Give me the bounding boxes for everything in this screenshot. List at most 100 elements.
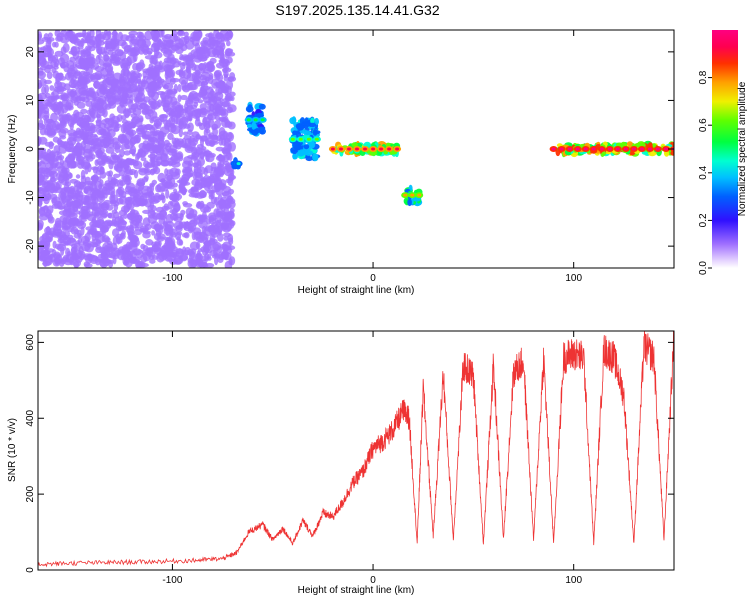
- heatmap-cell: [134, 197, 140, 203]
- heatmap-cell: [260, 118, 265, 122]
- heatmap-cell: [70, 67, 78, 75]
- heatmap-cell: [184, 145, 194, 154]
- heatmap-cell: [191, 154, 199, 160]
- heatmap-cell: [183, 31, 189, 37]
- heatmap-cell: [123, 158, 134, 165]
- heatmap-cell: [82, 83, 88, 93]
- heatmap-cell: [417, 193, 422, 197]
- heatmap-cell: [159, 91, 167, 100]
- heatmap-cell: [42, 45, 51, 53]
- heatmap-cell: [195, 174, 204, 182]
- heatmap-cell: [173, 191, 180, 200]
- heatmap-cell: [170, 69, 176, 78]
- heatmap-cell: [49, 85, 55, 91]
- heatmap-cell: [247, 104, 253, 109]
- colorbar-tick-label: 0.2: [698, 213, 709, 227]
- heatmap-cell: [51, 54, 59, 64]
- heatmap-cell: [187, 82, 193, 88]
- heatmap-cell: [213, 168, 223, 177]
- heatmap-cell: [403, 193, 408, 197]
- heatmap-cell: [118, 180, 126, 186]
- heatmap-cell: [102, 54, 110, 61]
- heatmap-cell: [89, 107, 96, 116]
- heatmap-cell: [167, 132, 174, 140]
- heatmap-cell: [119, 232, 125, 239]
- heatmap-cell: [62, 231, 66, 239]
- heatmap-cell: [57, 106, 65, 117]
- heatmap-cell: [138, 98, 147, 106]
- heatmap-cell: [222, 97, 232, 102]
- heatmap-cell: [167, 157, 174, 167]
- heatmap-cell: [220, 204, 226, 212]
- heatmap-feature: [38, 30, 237, 268]
- heatmap-cell: [177, 60, 182, 66]
- heatmap-cell: [177, 31, 184, 35]
- heatmap-cell: [159, 78, 165, 83]
- heatmap-cell: [59, 127, 69, 134]
- heatmap-cell: [124, 174, 131, 182]
- heatmap-cell: [253, 118, 258, 122]
- heatmap-cell: [47, 166, 57, 175]
- heatmap-cell: [56, 35, 63, 41]
- heatmap-cell: [45, 153, 51, 162]
- heatmap-cell: [144, 124, 153, 130]
- heatmap-cell: [186, 62, 191, 72]
- heatmap-cell: [147, 82, 157, 88]
- heatmap-cell: [313, 154, 318, 161]
- heatmap-cell: [78, 121, 88, 129]
- heatmap-cell: [49, 183, 56, 194]
- heatmap-cell: [205, 154, 210, 162]
- heatmap-cell: [204, 49, 211, 59]
- heatmap-cell: [314, 137, 319, 141]
- heatmap-cell: [91, 104, 98, 110]
- heatmap-cell: [61, 141, 70, 149]
- heatmap-cell: [70, 226, 79, 235]
- heatmap-cell: [208, 189, 214, 198]
- heatmap-cell: [194, 118, 201, 127]
- heatmap-cell: [75, 64, 86, 70]
- heatmap-cell: [218, 130, 229, 140]
- heatmap-cell: [128, 33, 136, 39]
- heatmap-cell: [575, 147, 580, 151]
- heatmap-cell: [207, 103, 211, 113]
- heatmap-cell: [200, 262, 208, 268]
- heatmap-cell: [156, 236, 165, 242]
- heatmap-cell: [102, 90, 111, 96]
- heatmap-cell: [615, 147, 620, 151]
- y-tick-label: 20: [25, 46, 36, 58]
- heatmap-cell: [180, 62, 186, 70]
- heatmap-cell: [206, 256, 212, 261]
- heatmap-cell: [43, 250, 51, 255]
- heatmap-cell: [73, 135, 82, 142]
- heatmap-cell: [38, 67, 44, 74]
- heatmap-cell: [94, 70, 103, 80]
- heatmap-cell: [173, 182, 178, 188]
- heatmap-cell: [125, 241, 132, 250]
- heatmap-cell: [60, 192, 67, 201]
- heatmap-cell: [178, 120, 184, 129]
- heatmap-cell: [129, 209, 139, 216]
- heatmap-cell: [202, 175, 211, 183]
- heatmap-cell: [69, 91, 75, 98]
- heatmap-cell: [170, 78, 180, 83]
- heatmap-cell: [116, 236, 123, 244]
- heatmap-cell: [301, 147, 310, 156]
- heatmap-cell: [255, 112, 265, 118]
- snr-line-layer: [38, 331, 674, 568]
- heatmap-cell: [47, 32, 53, 38]
- heatmap-cell: [213, 196, 220, 206]
- heatmap-cell: [91, 216, 97, 224]
- heatmap-cell: [210, 88, 215, 98]
- heatmap-cell: [75, 240, 81, 245]
- heatmap-cell: [162, 84, 169, 90]
- heatmap-cell: [116, 39, 127, 46]
- heatmap-cell: [223, 232, 231, 238]
- heatmap-cell: [89, 62, 100, 70]
- heatmap-cell: [172, 203, 181, 212]
- heatmap-cell: [591, 147, 596, 151]
- heatmap-cell: [128, 148, 136, 155]
- heatmap-cell: [211, 123, 219, 130]
- heatmap-cell: [222, 248, 228, 253]
- heatmap-cell: [189, 135, 195, 143]
- heatmap-cell: [163, 123, 173, 128]
